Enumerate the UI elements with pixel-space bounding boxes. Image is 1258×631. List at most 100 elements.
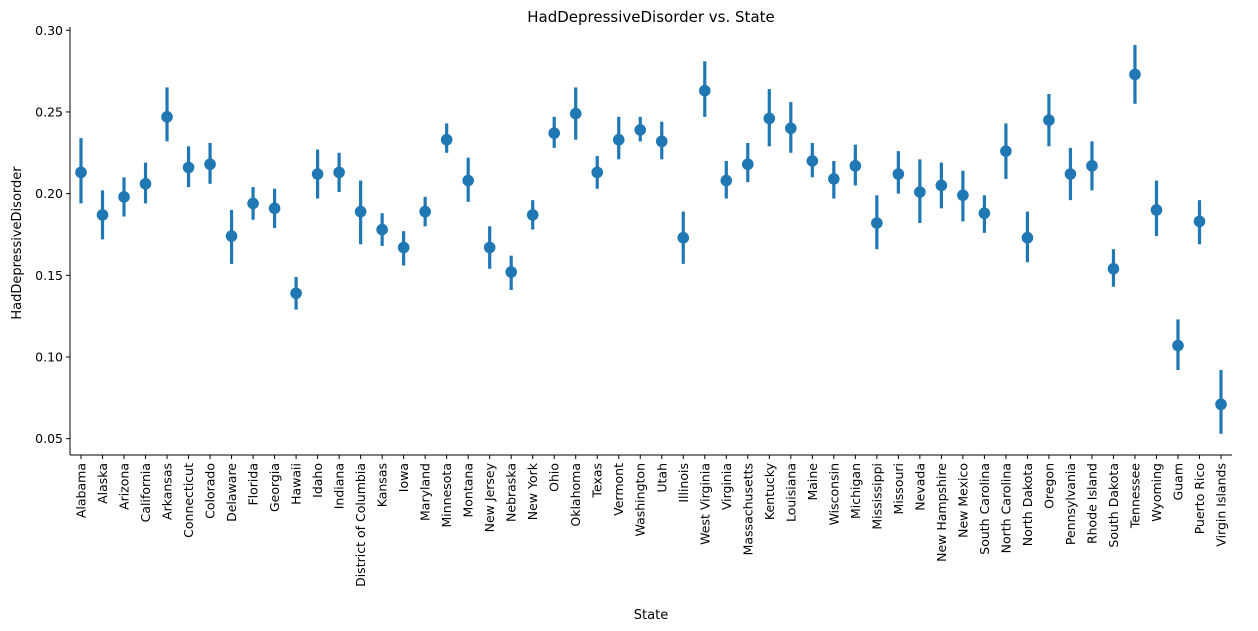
data-point — [376, 223, 388, 236]
data-point — [655, 135, 668, 148]
y-tick-label: 0.05 — [35, 431, 63, 446]
data-point — [892, 168, 905, 180]
data-point — [354, 205, 367, 218]
x-tick-label: Iowa — [396, 463, 411, 492]
data-point — [591, 166, 604, 179]
data-point — [806, 155, 819, 167]
data-point — [612, 133, 625, 146]
x-ticks: Alabama Alaska Arizona California Arkansas Co… — [74, 455, 1229, 587]
data-point — [871, 217, 883, 229]
x-tick-label: Mississippi — [869, 463, 884, 530]
y-tick-label: 0.20 — [35, 186, 63, 201]
data-point — [1150, 204, 1163, 216]
x-tick-label: Minnesota — [439, 463, 454, 528]
x-tick-label: Oklahoma — [568, 463, 583, 527]
data-point — [548, 127, 561, 139]
data-point — [569, 107, 582, 120]
data-point — [1193, 215, 1206, 228]
data-point — [634, 124, 647, 136]
data-point — [96, 209, 109, 221]
x-tick-label: West Virginia — [697, 463, 712, 545]
x-tick-label: North Dakota — [1020, 463, 1035, 546]
chart-title: HadDepressiveDisorder vs. State — [527, 8, 775, 26]
x-tick-label: Kansas — [375, 463, 390, 507]
x-tick-label: Nevada — [912, 463, 927, 511]
data-point — [75, 166, 87, 179]
data-point — [268, 202, 281, 215]
x-tick-label: District of Columbia — [353, 463, 368, 587]
data-point — [139, 178, 152, 190]
data-point — [440, 133, 453, 146]
x-tick-label: Colorado — [203, 463, 218, 519]
data-point — [182, 161, 195, 174]
x-tick-label: Michigan — [848, 463, 863, 519]
y-tick-label: 0.15 — [35, 268, 63, 283]
data-point — [311, 168, 324, 180]
data-point — [247, 197, 259, 210]
data-point — [333, 166, 345, 179]
data-point — [785, 122, 797, 135]
x-tick-label: Texas — [590, 463, 605, 499]
x-tick-label: New Mexico — [955, 463, 970, 538]
point-series — [75, 44, 1227, 434]
x-tick-label: Connecticut — [181, 463, 196, 538]
x-tick-label: Pennsylvania — [1063, 463, 1078, 545]
data-point — [698, 84, 711, 97]
data-point — [828, 173, 840, 185]
data-point — [1107, 262, 1120, 275]
x-tick-label: California — [138, 463, 153, 522]
x-tick-label: Guam — [1170, 463, 1185, 500]
data-point — [462, 174, 474, 187]
y-ticks: 0.05 0.10 0.15 0.20 0.25 0.30 — [35, 23, 70, 446]
x-tick-label: Maine — [805, 463, 820, 501]
x-tick-label: Missouri — [891, 463, 906, 514]
x-tick-label: Vermont — [611, 463, 626, 516]
data-point — [1021, 231, 1034, 244]
x-tick-label: Wyoming — [1149, 463, 1164, 522]
data-point — [397, 241, 410, 254]
data-point — [978, 207, 991, 220]
data-point — [419, 205, 431, 218]
data-point — [1172, 339, 1184, 352]
x-tick-label: Maryland — [418, 463, 433, 521]
y-axis-label: HadDepressiveDisorder — [10, 166, 25, 320]
x-tick-label: Kentucky — [762, 462, 777, 520]
x-tick-label: Arizona — [117, 463, 132, 510]
x-tick-label: Delaware — [224, 463, 239, 522]
x-axis-label: State — [634, 608, 668, 623]
x-tick-label: Louisiana — [783, 463, 798, 522]
data-point — [505, 266, 517, 278]
x-tick-label: Florida — [246, 463, 261, 506]
x-tick-label: Virginia — [719, 463, 734, 510]
data-point — [849, 160, 862, 172]
data-point — [957, 189, 969, 202]
x-tick-label: Arkansas — [160, 463, 175, 520]
x-tick-label: Georgia — [267, 463, 282, 512]
data-point — [204, 158, 216, 171]
x-tick-label: Tennessee — [1127, 463, 1142, 529]
data-point — [1064, 168, 1077, 180]
data-point — [483, 241, 496, 254]
data-point — [741, 158, 754, 171]
x-tick-label: Indiana — [332, 463, 347, 509]
x-tick-label: South Dakota — [1106, 463, 1121, 548]
x-tick-label: Wisconsin — [826, 463, 841, 525]
data-point — [720, 174, 733, 187]
y-tick-label: 0.10 — [35, 349, 63, 364]
x-tick-label: Idaho — [310, 463, 325, 498]
data-point — [677, 231, 690, 244]
x-tick-label: Hawaii — [289, 463, 304, 505]
data-point — [1129, 68, 1141, 81]
x-tick-label: Nebraska — [504, 463, 519, 522]
x-tick-label: Oregon — [1041, 463, 1056, 509]
data-point — [935, 179, 948, 192]
data-point — [118, 191, 130, 203]
axes — [69, 27, 1232, 456]
x-tick-label: Alaska — [95, 463, 110, 504]
x-tick-label: Washington — [633, 463, 648, 536]
y-tick-label: 0.30 — [35, 23, 63, 38]
x-tick-label: Rhode Island — [1084, 463, 1099, 544]
y-tick-label: 0.25 — [35, 104, 63, 119]
x-tick-label: Utah — [654, 463, 669, 493]
